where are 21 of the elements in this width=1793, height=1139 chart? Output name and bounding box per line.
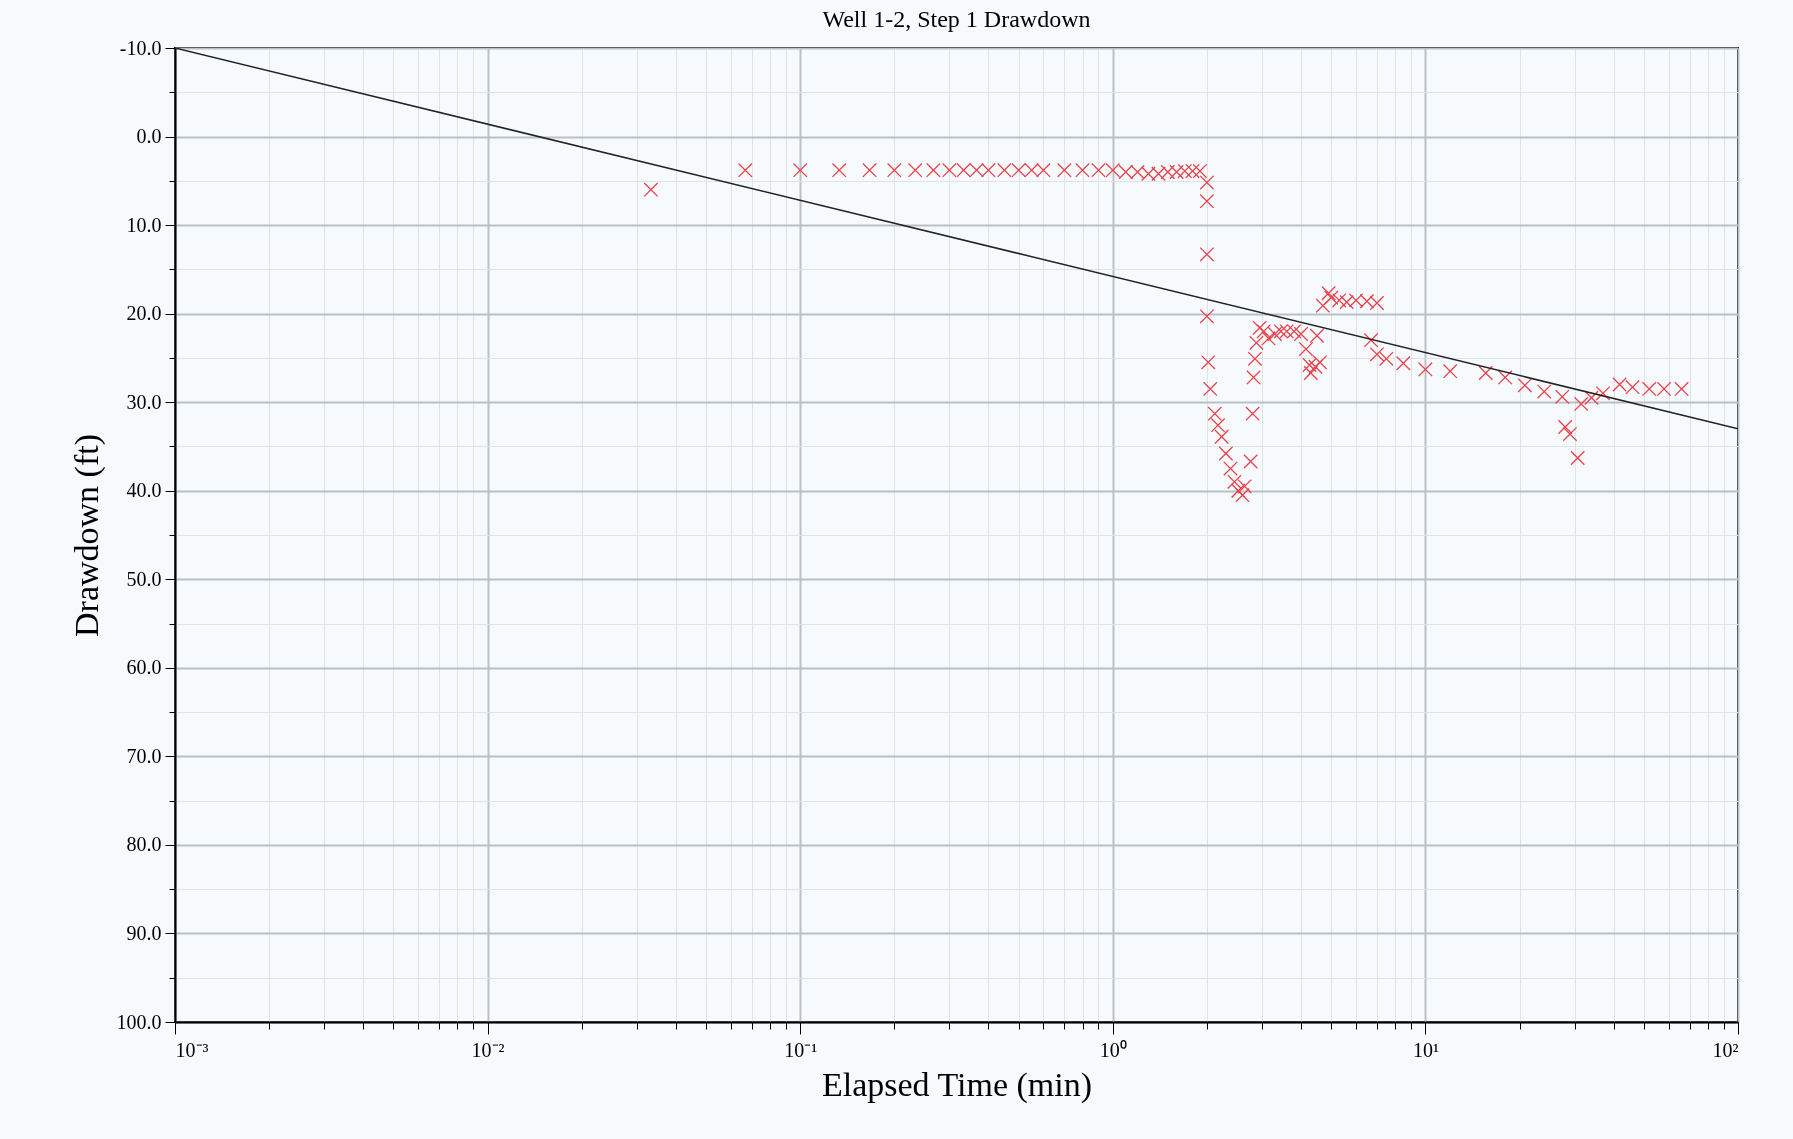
y-tick-label: 40.0 <box>126 479 162 502</box>
y-tick-label: 20.0 <box>126 302 162 325</box>
y-tick-label: 10.0 <box>126 213 162 236</box>
x-tick-label: 10⁻¹ <box>784 1038 818 1061</box>
x-tick-label: 10⁰ <box>1099 1038 1127 1061</box>
y-tick-label: 0.0 <box>136 125 162 148</box>
chart-title: Well 1-2, Step 1 Drawdown <box>822 6 1091 32</box>
y-tick-label: 60.0 <box>126 656 162 679</box>
y-tick-label: 70.0 <box>126 744 162 767</box>
x-tick-label: 10² <box>1712 1038 1739 1061</box>
y-axis-title: Drawdown (ft) <box>67 434 106 637</box>
x-axis-title: Elapsed Time (min) <box>821 1065 1093 1104</box>
x-tick-label: 10⁻³ <box>175 1038 209 1061</box>
y-tick-label: -10.0 <box>119 36 162 59</box>
y-tick-label: 100.0 <box>116 1010 162 1033</box>
y-tick-label: 90.0 <box>126 921 162 944</box>
y-tick-label: 30.0 <box>126 390 162 413</box>
y-tick-label: 50.0 <box>126 567 162 590</box>
y-tick-label: 80.0 <box>126 833 162 856</box>
x-tick-label: 10⁻² <box>471 1038 505 1061</box>
x-tick-label: 10¹ <box>1412 1038 1439 1061</box>
